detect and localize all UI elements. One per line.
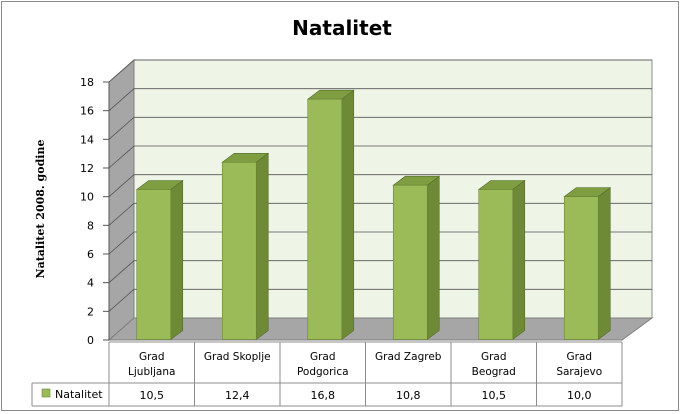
bar-front [307, 98, 343, 340]
x-tick-label: Grad [481, 351, 507, 363]
data-label: 12,4 [225, 389, 250, 402]
side-wall [108, 58, 135, 342]
y-tick-label: 14 [80, 133, 94, 146]
x-tick-label: Grad [139, 351, 165, 363]
bar-grad-skoplje [221, 152, 270, 341]
y-tick-label: 16 [80, 105, 94, 118]
y-tick-label: 18 [80, 76, 94, 89]
gridline [108, 88, 652, 111]
legend-key [41, 388, 51, 398]
bar-side [426, 175, 440, 341]
gridline [108, 59, 652, 83]
gridline [108, 174, 652, 197]
bar-grad-beograd [477, 179, 526, 341]
bar-side [341, 89, 355, 341]
gridline [108, 116, 652, 140]
x-tick-label: Grad [566, 351, 592, 363]
y-tick-label: 12 [80, 162, 94, 175]
bar-side [170, 179, 184, 341]
chart-title: Natalitet [292, 16, 392, 40]
y-tick-labels: 0 2 4 6 8 10 12 14 16 18 [80, 76, 94, 347]
bar-front [221, 161, 257, 340]
x-tick-label: Grad Skoplje [204, 351, 271, 363]
x-tick-label: Sarajevo [556, 366, 602, 378]
y-tick-label: 2 [87, 305, 94, 318]
bar-grad-ljubljana [135, 179, 184, 341]
bar-side [255, 152, 269, 341]
data-label: 16,8 [311, 389, 336, 402]
x-tick-label: Ljubljana [128, 366, 175, 378]
bar-grad-zagreb [392, 175, 441, 341]
bar-side [597, 187, 611, 341]
y-tick-label: 0 [87, 334, 94, 347]
data-label: 10,5 [482, 389, 507, 402]
legend-label: Natalitet [55, 388, 103, 401]
data-table: Natalitet Grad Ljubljana 10,5 Grad Skoplje 12… [31, 341, 623, 407]
data-label: 10,0 [567, 389, 592, 402]
gridline [108, 145, 652, 169]
y-tick-label: 4 [87, 277, 94, 290]
y-tick-label: 6 [87, 248, 94, 261]
y-tick-label: 8 [87, 219, 94, 232]
data-label: 10,8 [396, 389, 421, 402]
bar-grad-sarajevo [563, 187, 612, 341]
y-axis-label: Natalitet 2008. godine [34, 140, 47, 279]
bar-front [136, 189, 172, 340]
x-tick-label: Beograd [472, 366, 516, 378]
x-tick-label: Grad Zagreb [375, 351, 442, 363]
bar-front [563, 196, 599, 340]
bar-grad-podgorica [306, 89, 355, 341]
bar-front [392, 184, 428, 340]
data-label: 10,5 [140, 389, 165, 402]
bar-side [512, 179, 526, 341]
x-tick-label: Podgorica [297, 366, 349, 378]
y-tick-label: 10 [80, 191, 94, 204]
bar-front [478, 189, 514, 340]
bars [135, 89, 612, 341]
x-tick-label: Grad [310, 351, 336, 363]
